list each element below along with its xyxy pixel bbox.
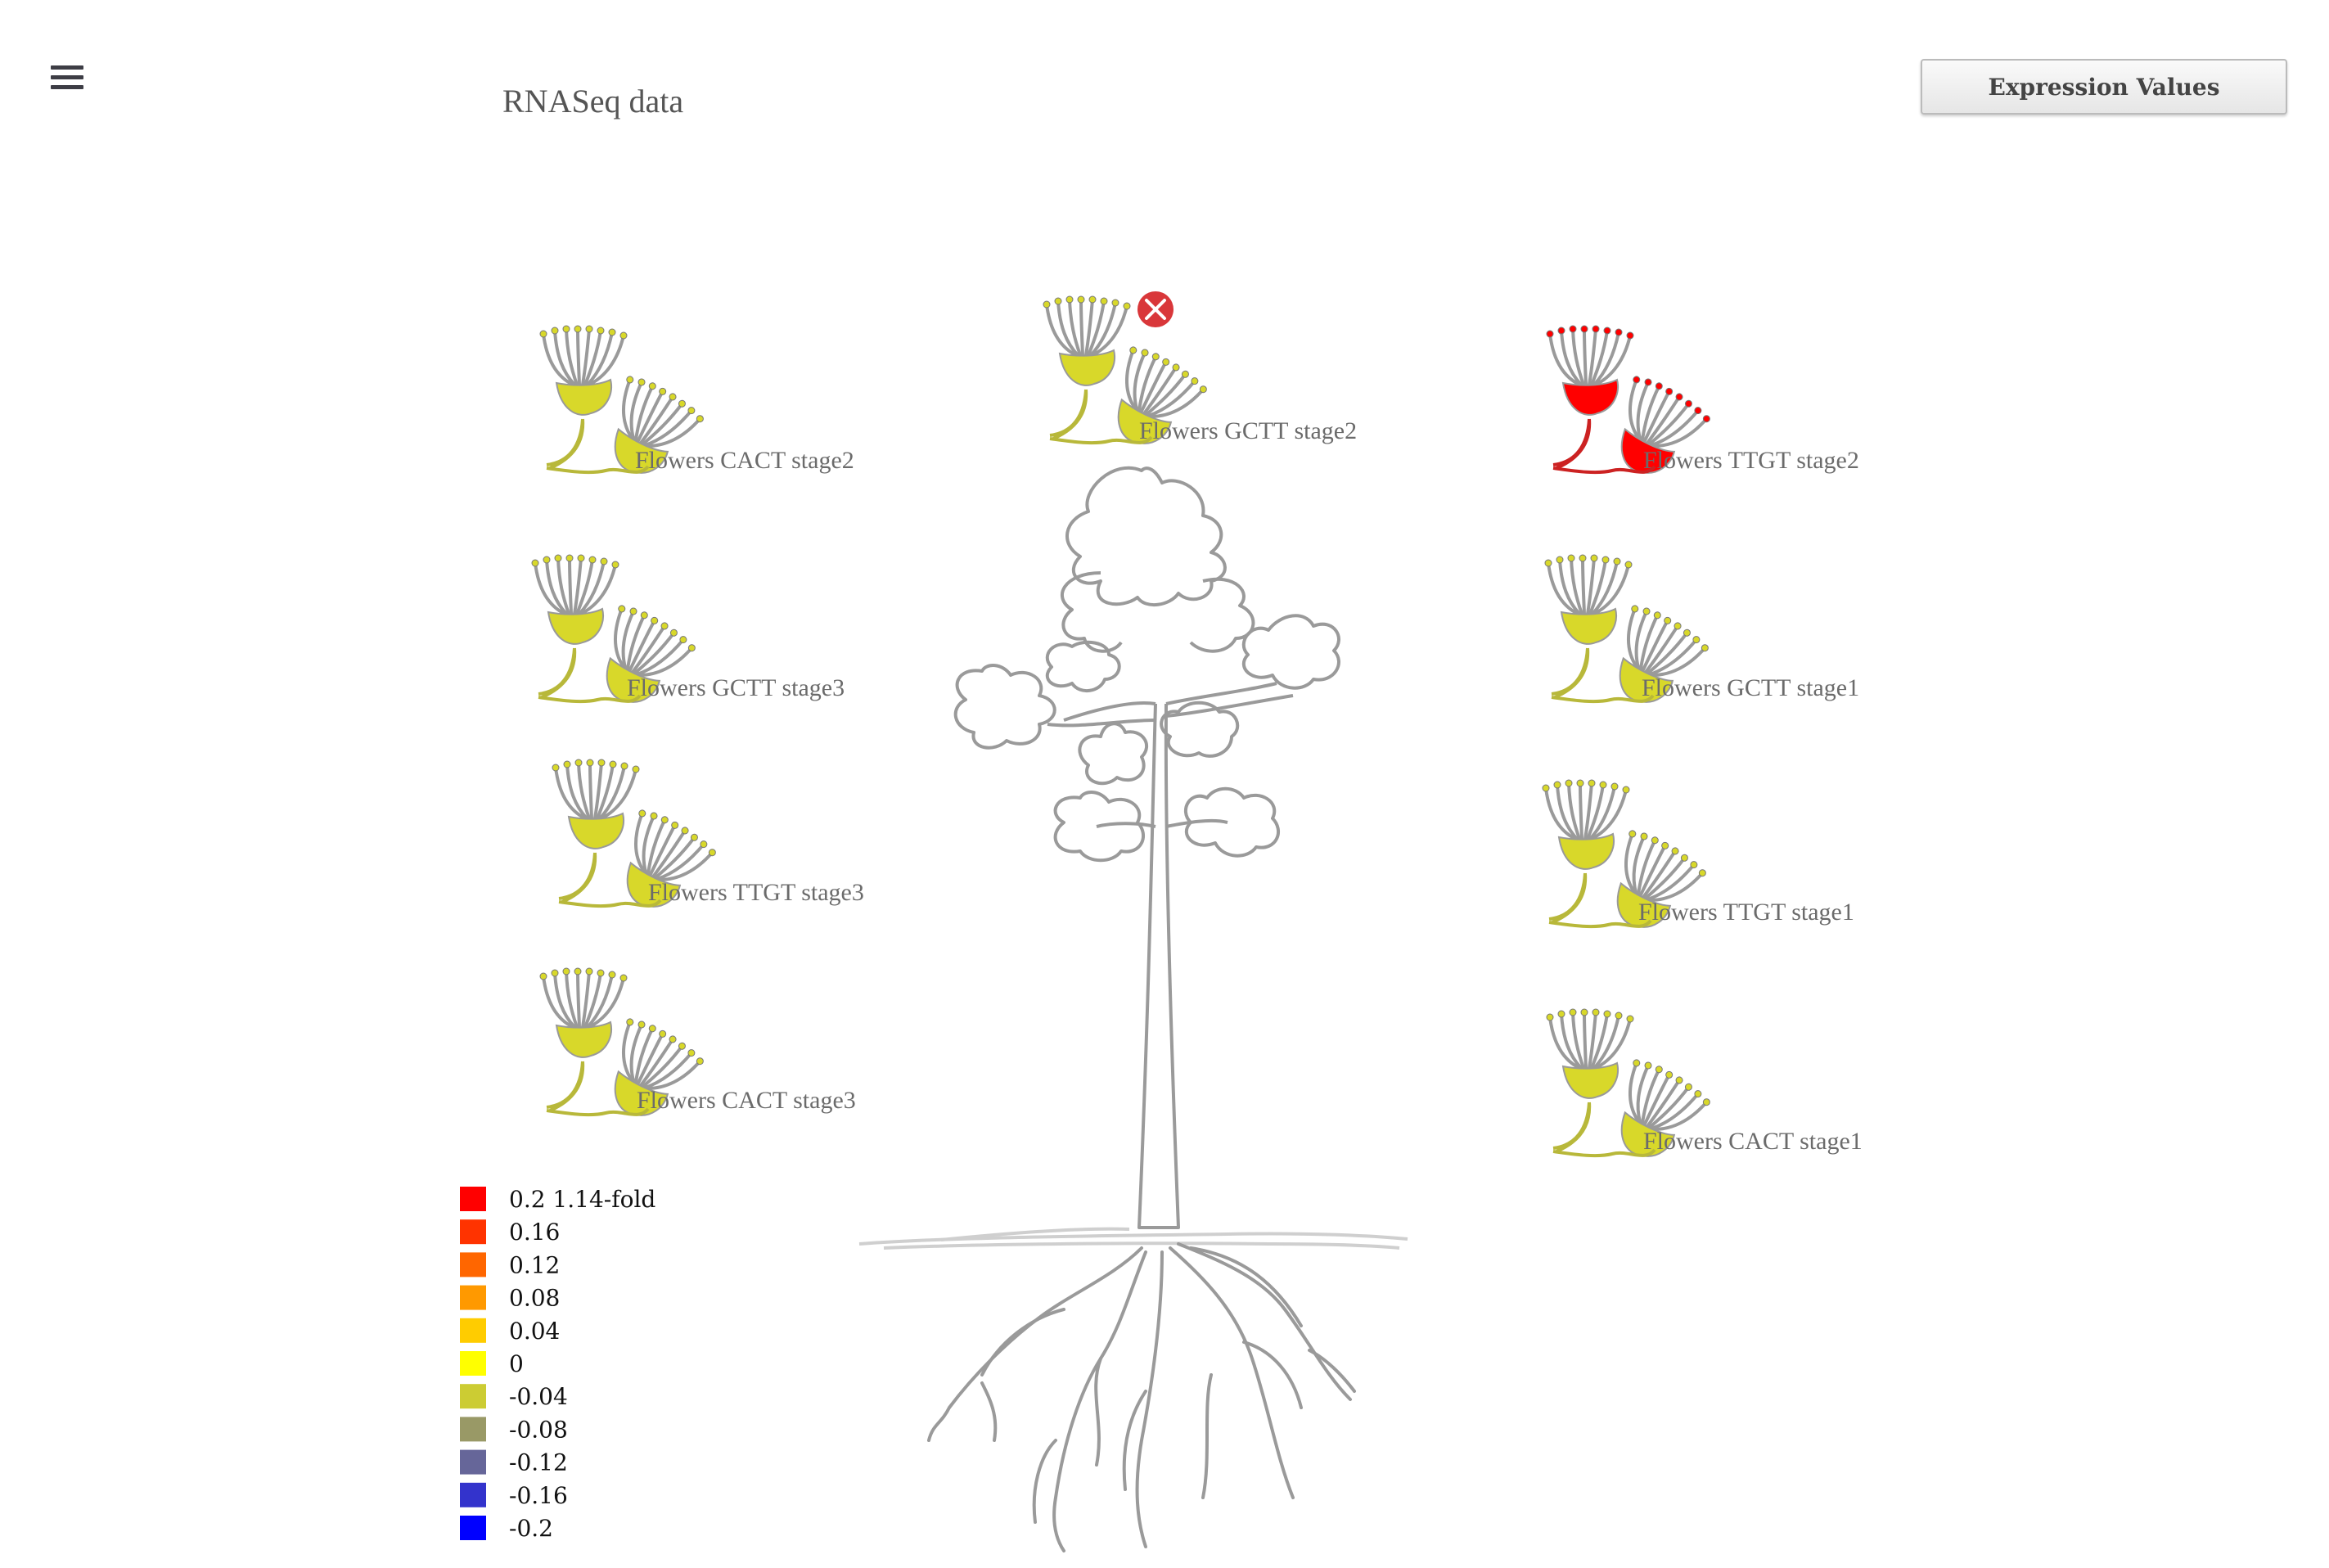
sample-flowers-gctt-stage2[interactable]: [1043, 295, 1211, 461]
sample-flowers-ttgt-stage1[interactable]: [1542, 779, 1710, 944]
legend-label: -0.2: [509, 1515, 553, 1542]
expression-values-button[interactable]: Expression Values: [1921, 59, 2287, 115]
legend-swatch: [460, 1516, 486, 1540]
sample-flowers-ttgt-stage2[interactable]: [1546, 325, 1714, 490]
sample-label: Flowers TTGT stage2: [1643, 447, 1859, 474]
sample-flowers-cact-stage1[interactable]: [1546, 1008, 1714, 1174]
legend-label: 0.12: [509, 1251, 560, 1278]
legend-swatch: [460, 1252, 486, 1277]
sample-label: Flowers CACT stage2: [635, 447, 854, 474]
legend-swatch: [460, 1187, 486, 1211]
legend-swatch: [460, 1482, 486, 1507]
legend-swatch: [460, 1449, 486, 1475]
legend-label: 0.08: [509, 1285, 560, 1312]
sample-label: Flowers GCTT stage3: [627, 674, 845, 701]
tree-illustration: [953, 466, 1340, 1229]
legend-label: -0.12: [509, 1449, 568, 1476]
sample-flowers-gctt-stage3[interactable]: [531, 554, 700, 719]
legend-label: -0.04: [509, 1383, 568, 1410]
legend-swatch: [460, 1384, 486, 1409]
expression-legend: 0.2 1.14-fold 0.16 0.12 0.08 0.04 0 -0.04 -0.08…: [460, 1186, 655, 1542]
sample-flowers-gctt-stage1[interactable]: [1544, 554, 1713, 719]
sample-flowers-cact-stage2[interactable]: [539, 325, 708, 490]
sample-label: Flowers CACT stage3: [637, 1087, 856, 1114]
legend-swatch: [460, 1219, 486, 1245]
legend-label: 0.04: [509, 1318, 560, 1345]
legend-label: -0.08: [509, 1416, 568, 1443]
legend-swatch: [460, 1318, 486, 1343]
sample-flowers-ttgt-stage3[interactable]: [552, 759, 720, 924]
ground-line: [858, 1227, 1408, 1250]
sample-label: Flowers TTGT stage3: [648, 879, 864, 906]
legend-swatch: [460, 1417, 486, 1442]
legend-label: 0: [509, 1350, 524, 1377]
legend-swatch: [460, 1351, 486, 1376]
sample-label: Flowers GCTT stage1: [1642, 674, 1859, 701]
legend-label: -0.16: [509, 1482, 568, 1509]
close-x-icon[interactable]: [1137, 291, 1174, 327]
hamburger-menu-icon[interactable]: [51, 65, 83, 98]
page-title: RNASeq data: [502, 83, 684, 119]
sample-label: Flowers TTGT stage1: [1638, 899, 1854, 926]
sample-label: Flowers CACT stage1: [1643, 1128, 1863, 1155]
legend-label: 0.2 1.14-fold: [509, 1186, 655, 1213]
legend-swatch: [460, 1285, 486, 1310]
sample-flowers-cact-stage3[interactable]: [539, 967, 708, 1133]
sample-label: Flowers GCTT stage2: [1139, 417, 1357, 444]
roots-illustration: [927, 1242, 1356, 1552]
legend-label: 0.16: [509, 1219, 560, 1246]
